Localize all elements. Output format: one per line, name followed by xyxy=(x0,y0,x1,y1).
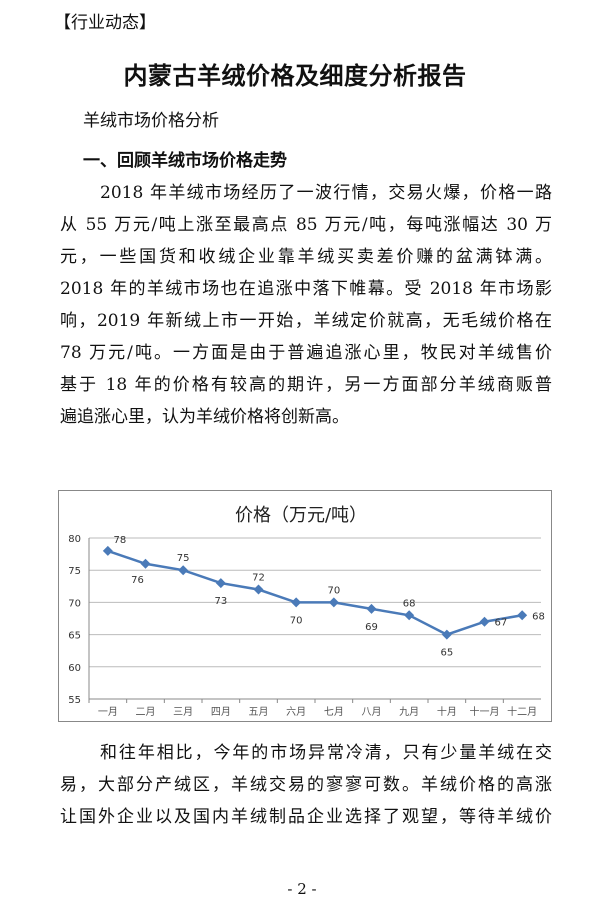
x-tick-label: 七月 xyxy=(324,706,344,718)
data-point-marker xyxy=(517,610,528,621)
data-label: 73 xyxy=(214,596,227,607)
x-tick-label: 十一月 xyxy=(470,705,500,718)
data-label: 65 xyxy=(440,648,453,659)
data-label: 68 xyxy=(403,598,416,609)
x-tick-label: 十二月 xyxy=(507,705,537,718)
data-label: 70 xyxy=(290,615,303,626)
x-tick-label: 十月 xyxy=(437,705,457,718)
data-label: 78 xyxy=(113,535,126,546)
text-line: 元，一些国货和收绒企业靠羊绒买卖差价赚的盆满钵满。 xyxy=(60,247,552,267)
data-point-marker xyxy=(328,597,339,608)
data-point-marker xyxy=(404,610,415,621)
data-point-marker xyxy=(178,565,189,576)
data-point-marker xyxy=(253,584,264,595)
series-line xyxy=(107,549,523,636)
text-line: 78 万元/吨。一方面是由于普遍追涨心里，牧民对羊绒售价 xyxy=(60,343,552,363)
y-tick-label: 65 xyxy=(68,631,81,642)
x-tick-label: 三月 xyxy=(173,706,193,718)
category-tag: 【行业动态】 xyxy=(54,13,156,33)
data-label: 76 xyxy=(131,575,144,586)
text-line: 2018 年的羊绒市场也在追涨中落下帷幕。受 2018 年市场影 xyxy=(60,279,552,299)
x-tick-label: 四月 xyxy=(211,706,231,718)
chart-title: 价格（万元/吨） xyxy=(235,505,367,526)
text-line: 响，2019 年新绒上市一开始，羊绒定价就高，无毛绒价格在 xyxy=(60,311,552,331)
text-line: 和往年相比，今年的市场异常冷清，只有少量羊绒在交 xyxy=(100,743,552,763)
x-tick-label: 六月 xyxy=(286,706,306,718)
x-tick-label: 一月 xyxy=(98,706,118,718)
data-label: 69 xyxy=(365,622,378,633)
chart-svg: 价格（万元/吨） 55 60 65 70 75 80 一月 二月 三月 四月 五月 六月 七月 八月 九月 十月… xyxy=(68,505,545,718)
data-point-marker xyxy=(479,616,490,627)
subtitle: 羊绒市场价格分析 xyxy=(83,111,219,131)
text-line: 易，大部分产绒区，羊绒交易的寥寥可数。羊绒价格的高涨 xyxy=(60,775,552,795)
x-tick-label: 八月 xyxy=(362,706,382,718)
section-heading: 一、回顾羊绒市场价格走势 xyxy=(83,151,287,171)
data-point-marker xyxy=(366,603,377,614)
x-tick-label: 五月 xyxy=(249,706,269,718)
page-number: - 2 - xyxy=(287,880,317,898)
data-label: 68 xyxy=(532,611,545,622)
text-line: 让国外企业以及国内羊绒制品企业选择了观望，等待羊绒价 xyxy=(60,807,552,827)
data-point-marker xyxy=(140,558,151,569)
data-label: 72 xyxy=(252,573,265,584)
data-label: 75 xyxy=(177,553,190,564)
data-label: 70 xyxy=(327,585,340,596)
text-line: 从 55 万元/吨上涨至最高点 85 万元/吨，每吨涨幅达 30 万 xyxy=(60,215,552,235)
y-tick-label: 80 xyxy=(68,534,81,545)
x-tick-label: 九月 xyxy=(399,706,419,718)
document-title: 内蒙古羊绒价格及细度分析报告 xyxy=(123,61,467,90)
price-chart: 价格（万元/吨） 55 60 65 70 75 80 一月 二月 三月 四月 五月 六月 七月 八月 九月 十月… xyxy=(58,490,552,722)
text-line: 2018 年羊绒市场经历了一波行情，交易火爆，价格一路 xyxy=(100,183,552,203)
data-point-marker xyxy=(441,629,452,640)
text-line: 遍追涨心里，认为羊绒价格将创新高。 xyxy=(60,407,349,427)
y-tick-label: 75 xyxy=(68,566,81,577)
y-tick-label: 70 xyxy=(68,598,81,609)
x-tick-label: 二月 xyxy=(136,706,156,718)
data-point-marker xyxy=(291,597,302,608)
data-label: 67 xyxy=(495,618,508,629)
data-point-marker xyxy=(215,578,226,589)
data-point-marker xyxy=(102,545,113,556)
text-line: 基于 18 年的价格有较高的期许，另一方面部分羊绒商贩普 xyxy=(60,375,552,395)
y-tick-label: 60 xyxy=(68,663,81,674)
y-tick-label: 55 xyxy=(68,695,81,706)
